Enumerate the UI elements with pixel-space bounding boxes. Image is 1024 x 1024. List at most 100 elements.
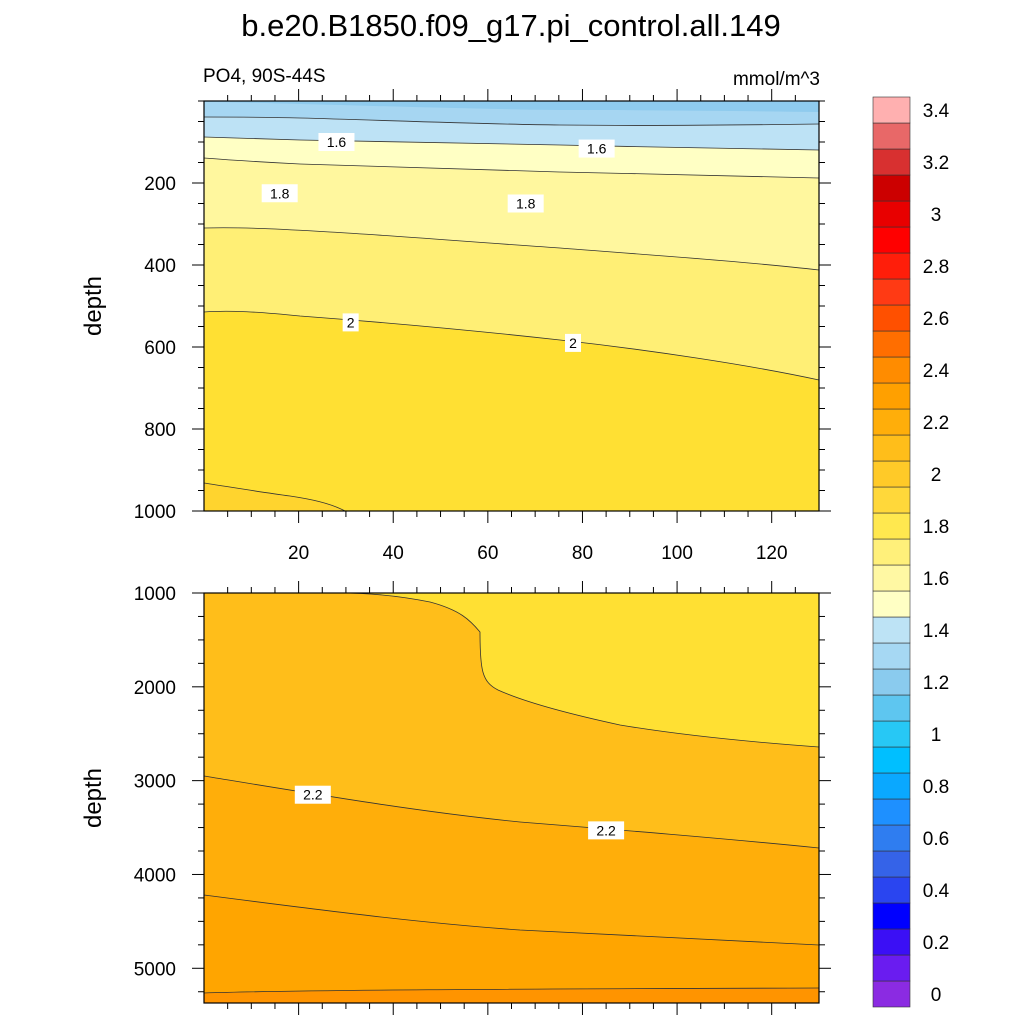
colorbar-box xyxy=(872,174,911,202)
xtick-label: 80 xyxy=(572,543,593,564)
colorbar-box xyxy=(872,226,911,254)
colorbar-box xyxy=(872,148,911,176)
contour-line-1.5 xyxy=(203,116,820,126)
colorbar-box xyxy=(872,278,911,306)
xtick-label: 20 xyxy=(288,543,309,564)
colorbar-box xyxy=(872,356,911,384)
colorbar-box xyxy=(872,798,911,826)
colorbar-box xyxy=(872,824,911,852)
colorbar-tick-label: 0.6 xyxy=(923,829,949,850)
fill-1.4-1.5 xyxy=(204,101,819,112)
ytick-label: 4000 xyxy=(134,865,176,886)
colorbar-box xyxy=(872,252,911,280)
ytick-label: 800 xyxy=(144,420,176,441)
colorbar-box xyxy=(872,720,911,748)
contour-label-bg xyxy=(565,333,581,352)
contour-label: 1.6 xyxy=(327,134,347,150)
contour-label: 1.8 xyxy=(516,196,536,212)
colorbar-box xyxy=(872,122,911,150)
colorbar-tick-label: 2.4 xyxy=(923,361,950,382)
ytick-label: 5000 xyxy=(134,959,176,980)
ytick-label: 2000 xyxy=(134,678,176,699)
colorbar-box xyxy=(872,330,911,358)
upper-contour-fills xyxy=(204,101,819,511)
xtick-label: 40 xyxy=(383,543,404,564)
upper-panel: 1.6 1.6 1.8 1.8 2 2 200 400 600 800 1000 20 40 60 80 1… xyxy=(80,89,831,564)
colorbar-box xyxy=(872,564,911,592)
lower-panel: 2.2 2.2 1000 2000 3000 4000 5000 depth xyxy=(80,581,831,1015)
upper-axis-ticks: 200 400 600 800 1000 20 40 60 80 100 120 xyxy=(134,89,831,564)
colorbar-box xyxy=(872,668,911,696)
colorbar-box xyxy=(872,772,911,800)
colorbar-box xyxy=(872,694,911,722)
ytick-label: 3000 xyxy=(134,772,176,793)
ytick-label: 1000 xyxy=(134,584,176,605)
colorbar-box xyxy=(872,538,911,566)
xtick-label: 100 xyxy=(661,543,693,564)
contour-label: 2.2 xyxy=(596,822,616,838)
ytick-label: 1000 xyxy=(134,502,176,523)
contour-line-1.6 xyxy=(203,136,820,151)
colorbar-box xyxy=(872,902,911,930)
colorbar-tick-label: 2.8 xyxy=(923,257,949,278)
contour-label: 1.8 xyxy=(270,185,290,201)
xtick-label: 60 xyxy=(477,543,498,564)
colorbar-tick-label: 0 xyxy=(931,985,942,1006)
colorbar-tick-label: 3 xyxy=(931,205,942,226)
contour-label-bg xyxy=(294,785,331,804)
contour-label: 2 xyxy=(569,335,577,351)
colorbar-box xyxy=(872,746,911,774)
colorbar-box xyxy=(872,200,911,228)
colorbar-box xyxy=(872,382,911,410)
contour-label-bg xyxy=(342,313,359,332)
contour-label-bg xyxy=(507,194,544,213)
colorbar-tick-label: 0.4 xyxy=(923,881,950,902)
colorbar-box xyxy=(872,954,911,982)
colorbar-box xyxy=(872,642,911,670)
contour-line-2.4 xyxy=(203,987,820,994)
colorbar-box xyxy=(872,304,911,332)
colorbar-tick-label: 1.6 xyxy=(923,569,949,590)
colorbar-tick-label: 2.2 xyxy=(923,413,949,434)
colorbar-tick-label: 0.2 xyxy=(923,933,949,954)
colorbar-box xyxy=(872,980,911,1008)
colorbar-box xyxy=(872,486,911,514)
fill-2.4-2.5 xyxy=(204,988,819,1003)
colorbar-box xyxy=(872,616,911,644)
colorbar-tick-label: 1 xyxy=(931,725,942,746)
contour-line-2.3 xyxy=(203,894,820,946)
contour-label: 2.2 xyxy=(303,787,323,803)
contour-label: 1.6 xyxy=(587,141,607,157)
contour-label: 2 xyxy=(347,314,355,330)
colorbar-box xyxy=(872,434,911,462)
upper-contour-labels: 1.6 1.6 1.8 1.8 2 2 xyxy=(261,133,615,352)
xtick-label: 120 xyxy=(756,543,788,564)
colorbar: 0 0.2 0.4 0.6 0.8 1 1.2 1.4 1.6 1.8 2 2.2 2.4 2.6 2.8 3… xyxy=(872,96,950,1008)
colorbar-box xyxy=(872,590,911,618)
colorbar-box xyxy=(872,96,911,124)
fill-2.1-2.2 xyxy=(204,483,345,511)
colorbar-box xyxy=(872,460,911,488)
contour-line-1.9 xyxy=(203,310,820,381)
lower-axis-ticks: 1000 2000 3000 4000 5000 xyxy=(134,581,831,1015)
colorbar-box xyxy=(872,876,911,904)
contour-label-bg xyxy=(261,184,298,203)
colorbar-box xyxy=(872,850,911,878)
colorbar-tick-label: 3.4 xyxy=(923,101,950,122)
variable-label: PO4, 90S-44S xyxy=(203,66,326,87)
colorbar-tick-label: 3.2 xyxy=(923,153,949,174)
upper-ylabel: depth xyxy=(80,276,107,336)
ytick-label: 600 xyxy=(144,338,176,359)
colorbar-tick-label: 2 xyxy=(931,465,942,486)
chart-title: b.e20.B1850.f09_g17.pi_control.all.149 xyxy=(241,8,781,43)
contour-label-bg xyxy=(318,133,355,151)
colorbar-tick-label: 1.4 xyxy=(923,621,950,642)
colorbar-tick-label: 0.8 xyxy=(923,777,949,798)
units-label: mmol/m^3 xyxy=(733,69,820,90)
contour-line-1.8 xyxy=(203,227,820,271)
colorbar-tick-label: 2.6 xyxy=(923,309,949,330)
colorbar-box xyxy=(872,408,911,436)
fill-2.0-2.1 xyxy=(340,593,819,747)
contour-line-2.1 xyxy=(203,482,346,512)
